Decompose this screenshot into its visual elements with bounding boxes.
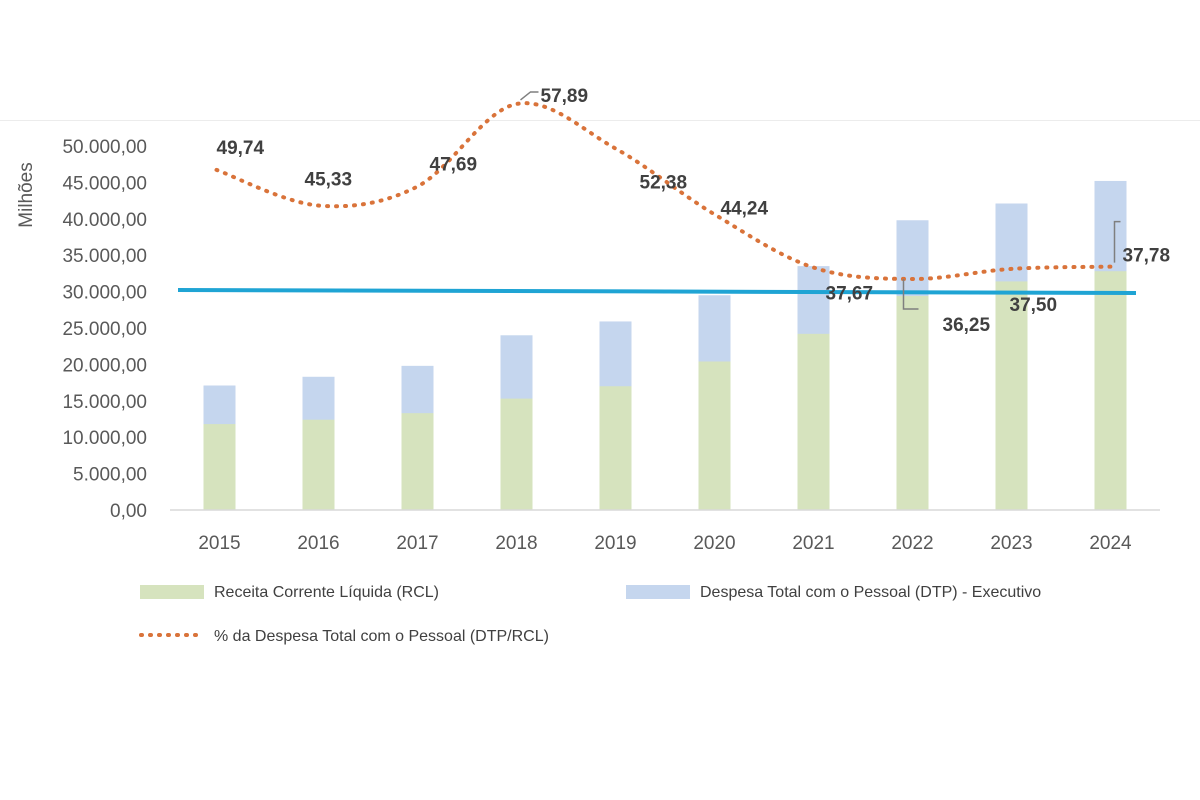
top-divider xyxy=(0,120,1200,121)
pct-label-2019: 52,38 xyxy=(640,173,688,194)
legend-label-pct: % da Despesa Total com o Pessoal (DTP/RC… xyxy=(214,628,549,645)
legend-label-dtp: Despesa Total com o Pessoal (DTP) - Exec… xyxy=(700,584,1041,601)
pct-label-2016: 45,33 xyxy=(305,170,353,191)
pct-label-2023: 37,50 xyxy=(1010,295,1058,316)
legend-swatch-rcl xyxy=(140,585,204,599)
percentage-labels: 49,74 45,33 47,69 57,89 52,38 44,24 37,67 36,25… xyxy=(217,86,1171,336)
label-leaders xyxy=(520,91,1121,310)
bar-rcl-2017 xyxy=(401,413,434,510)
x-tick-2019: 2019 xyxy=(594,533,636,554)
y-tick-label: 25.000,00 xyxy=(62,319,147,340)
legend-swatch-dtp xyxy=(626,585,690,599)
x-tick-2023: 2023 xyxy=(990,533,1032,554)
y-tick-label: 40.000,00 xyxy=(62,210,147,231)
x-tick-2022: 2022 xyxy=(891,533,933,554)
pct-label-2024: 37,78 xyxy=(1123,246,1171,267)
y-tick-label: 0,00 xyxy=(110,501,147,522)
x-tick-2017: 2017 xyxy=(396,533,438,554)
y-tick-label: 5.000,00 xyxy=(73,465,147,486)
legend-label-rcl: Receita Corrente Líquida (RCL) xyxy=(214,584,439,601)
pct-label-2022: 36,25 xyxy=(943,315,991,336)
bar-rcl-2018 xyxy=(500,398,533,510)
pct-label-2015: 49,74 xyxy=(217,138,265,159)
pct-label-2021: 37,67 xyxy=(826,284,874,305)
leader-2018 xyxy=(520,91,539,101)
y-axis-ticks: 0,00 5.000,00 10.000,00 15.000,00 20.000,00 2… xyxy=(62,137,147,522)
x-tick-2024: 2024 xyxy=(1089,533,1132,554)
pct-label-2020: 44,24 xyxy=(721,198,769,219)
pct-label-2018: 57,89 xyxy=(541,86,589,107)
y-tick-label: 30.000,00 xyxy=(62,283,147,304)
bars-group xyxy=(203,180,1127,511)
x-tick-2018: 2018 xyxy=(495,533,537,554)
x-tick-2021: 2021 xyxy=(792,533,834,554)
bar-rcl-2016 xyxy=(302,419,335,510)
leader-2022 xyxy=(902,279,919,310)
bar-rcl-2021 xyxy=(797,333,830,510)
legend: Receita Corrente Líquida (RCL) Despesa T… xyxy=(139,584,1041,645)
x-tick-2020: 2020 xyxy=(693,533,735,554)
y-tick-label: 15.000,00 xyxy=(62,392,147,413)
y-tick-label: 50.000,00 xyxy=(62,137,147,158)
x-tick-2015: 2015 xyxy=(198,533,240,554)
bar-rcl-2015 xyxy=(203,424,236,510)
y-tick-label: 10.000,00 xyxy=(62,428,147,449)
x-tick-2016: 2016 xyxy=(297,533,339,554)
bar-rcl-2024 xyxy=(1094,271,1127,510)
bar-rcl-2020 xyxy=(698,361,731,510)
y-axis-title: Milhões xyxy=(16,162,37,227)
bar-rcl-2022 xyxy=(896,295,929,510)
leader-2024 xyxy=(1113,220,1121,263)
bar-rcl-2019 xyxy=(599,386,632,510)
y-tick-label: 45.000,00 xyxy=(62,173,147,194)
reference-line xyxy=(177,288,1137,295)
pct-label-2017: 47,69 xyxy=(430,154,478,175)
bar-rcl-2023 xyxy=(995,281,1028,510)
y-tick-label: 20.000,00 xyxy=(62,355,147,376)
x-axis-ticks: 2015 2016 2017 2018 2019 2020 2021 2022 2023 2024 xyxy=(198,533,1132,554)
y-tick-label: 35.000,00 xyxy=(62,246,147,267)
